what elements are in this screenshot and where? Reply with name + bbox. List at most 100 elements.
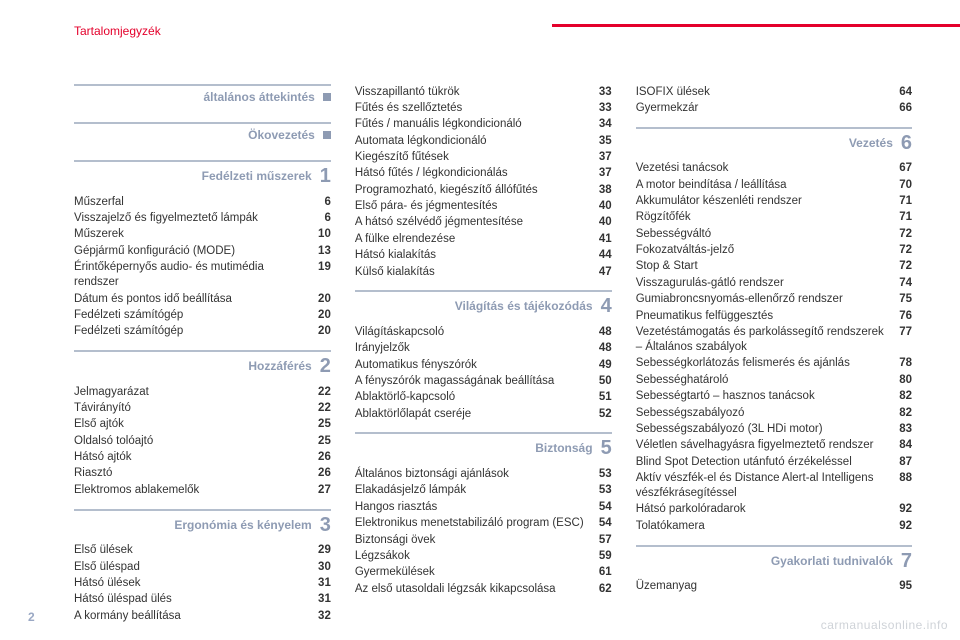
toc-label: A motor beindítása / leállítása: [636, 178, 890, 193]
toc-label: Első ülések: [74, 543, 309, 558]
toc-label: Hátsó kialakítás: [355, 248, 590, 263]
toc-row: Hátsó ülések31: [74, 575, 331, 591]
toc-page: 59: [590, 549, 612, 564]
toc-page: 72: [890, 259, 912, 274]
toc-label: Visszajelző és figyelmeztető lámpák: [74, 211, 309, 226]
toc-row: Pneumatikus felfüggesztés76: [636, 308, 912, 324]
toc-row: Visszapillantó tükrök33: [355, 84, 612, 100]
toc-section: Gyakorlati tudnivalók7Üzemanyag95: [636, 545, 912, 595]
toc-row: Sebességtartó – hasznos tanácsok82: [636, 389, 912, 405]
toc-label: Dátum és pontos idő beállítása: [74, 292, 309, 307]
toc-label: Ablaktörlőlapát cseréje: [355, 407, 590, 422]
toc-page: 10: [309, 227, 331, 242]
toc-row: Világításkapcsoló48: [355, 324, 612, 340]
toc-row: Hangos riasztás54: [355, 499, 612, 515]
toc-section: Ökovezetés: [74, 122, 331, 150]
toc-page: 92: [890, 502, 912, 517]
header-red-bar: [552, 24, 960, 27]
toc-row: Fedélzeti számítógép20: [74, 324, 331, 340]
section-title: Gyakorlati tudnivalók: [771, 554, 893, 568]
toc-label: Gépjármű konfiguráció (MODE): [74, 244, 309, 259]
toc-label: Gyermekzár: [636, 101, 890, 116]
toc-page: 6: [309, 195, 331, 210]
toc-section: Ergonómia és kényelem3Első ülések29Első …: [74, 509, 331, 625]
toc-label: Sebességhatároló: [636, 373, 890, 388]
toc-page: 54: [590, 516, 612, 531]
section-number: 1: [320, 166, 331, 186]
toc-row: Üzemanyag95: [636, 579, 912, 595]
toc-page: 47: [590, 265, 612, 280]
toc-label: Ablaktörlő-kapcsoló: [355, 390, 590, 405]
section-header: Világítás és tájékozódás4: [355, 290, 612, 318]
section-square-icon: [323, 131, 331, 139]
toc-section: Fedélzeti műszerek 1 Műszerfal6Visszajelző…: [74, 160, 331, 340]
toc-label: A kormány beállítása: [74, 609, 309, 624]
section-title: Ergonómia és kényelem: [174, 518, 311, 532]
toc-page: 54: [590, 500, 612, 515]
toc-label: Véletlen sávelhagyásra figyelmeztető ren…: [636, 438, 890, 453]
toc-label: Stop & Start: [636, 259, 890, 274]
toc-row: Az első utasoldali légzsák kikapcsolása6…: [355, 581, 612, 597]
toc-page: 31: [309, 592, 331, 607]
toc-row: Légzsákok59: [355, 548, 612, 564]
toc-label: Sebességváltó: [636, 227, 890, 242]
toc-page: 26: [309, 466, 331, 481]
section-title: Fedélzeti műszerek: [202, 169, 312, 183]
toc-label: Műszerfal: [74, 195, 309, 210]
toc-page: 25: [309, 417, 331, 432]
toc-label: Visszagurulás-gátló rendszer: [636, 276, 890, 291]
toc-page: 71: [890, 210, 912, 225]
toc-row: Első ülések29: [74, 543, 331, 559]
toc-page: 61: [590, 565, 612, 580]
toc-page: 87: [890, 455, 912, 470]
toc-label: ISOFIX ülések: [636, 85, 890, 100]
toc-label: Üzemanyag: [636, 579, 890, 594]
toc-page: 19: [309, 260, 331, 275]
toc-label: Sebességszabályozó: [636, 406, 890, 421]
toc-label: Sebességszabályozó (3L HDi motor): [636, 422, 890, 437]
toc-page: 22: [309, 385, 331, 400]
toc-row: A kormány beállítása32: [74, 608, 331, 624]
toc-row: Ablaktörlőlapát cseréje52: [355, 406, 612, 422]
toc-row: Automata légkondicionáló35: [355, 133, 612, 149]
toc-row: Sebességváltó72: [636, 226, 912, 242]
toc-label: A hátsó szélvédő jégmentesítése: [355, 215, 590, 230]
toc-row: Elakadásjelző lámpák53: [355, 483, 612, 499]
column-1: általános áttekintés Ökovezetés Fedélzeti …: [74, 84, 331, 634]
toc-row: Külső kialakítás47: [355, 264, 612, 280]
toc-row: Vezetéstámogatás és parkolássegítő rends…: [636, 324, 912, 356]
toc-section: általános áttekintés: [74, 84, 331, 112]
toc-label: Gumiabroncsnyomás-ellenőrző rendszer: [636, 292, 890, 307]
toc-page: 41: [590, 232, 612, 247]
toc-label: Fedélzeti számítógép: [74, 324, 309, 339]
toc-page: 67: [890, 161, 912, 176]
toc-label: Hátsó parkolóradarok: [636, 502, 890, 517]
toc-page: 76: [890, 309, 912, 324]
toc-page: 20: [309, 324, 331, 339]
toc-label: Elektromos ablakemelők: [74, 483, 309, 498]
toc-row: A fülke elrendezése41: [355, 231, 612, 247]
toc-page: 29: [309, 543, 331, 558]
toc-row: Első ajtók25: [74, 417, 331, 433]
toc-row: Kiegészítő fűtések37: [355, 149, 612, 165]
toc-row: Tolatókamera92: [636, 518, 912, 534]
toc-label: Automata légkondicionáló: [355, 134, 590, 149]
toc-row: Jelmagyarázat22: [74, 384, 331, 400]
toc-label: Az első utasoldali légzsák kikapcsolása: [355, 582, 590, 597]
toc-label: Vezetéstámogatás és parkolássegítő rends…: [636, 325, 890, 355]
toc-label: Jelmagyarázat: [74, 385, 309, 400]
toc-page: 13: [309, 244, 331, 259]
toc-label: Sebességkorlátozás felismerés és ajánlás: [636, 356, 890, 371]
toc-label: Fokozatváltás-jelző: [636, 243, 890, 258]
toc-row: Műszerfal6: [74, 194, 331, 210]
toc-row: Elektronikus menetstabilizáló program (E…: [355, 516, 612, 532]
toc-row: Oldalsó tolóajtó25: [74, 433, 331, 449]
toc-row: Fűtés / manuális légkondicionáló34: [355, 117, 612, 133]
toc-label: Riasztó: [74, 466, 309, 481]
toc-page: 84: [890, 438, 912, 453]
toc-page: 51: [590, 390, 612, 405]
toc-page: 71: [890, 194, 912, 209]
toc-page: 35: [590, 134, 612, 149]
toc-page: 25: [309, 434, 331, 449]
toc-section: Biztonság5Általános biztonsági ajánlások…: [355, 432, 612, 597]
